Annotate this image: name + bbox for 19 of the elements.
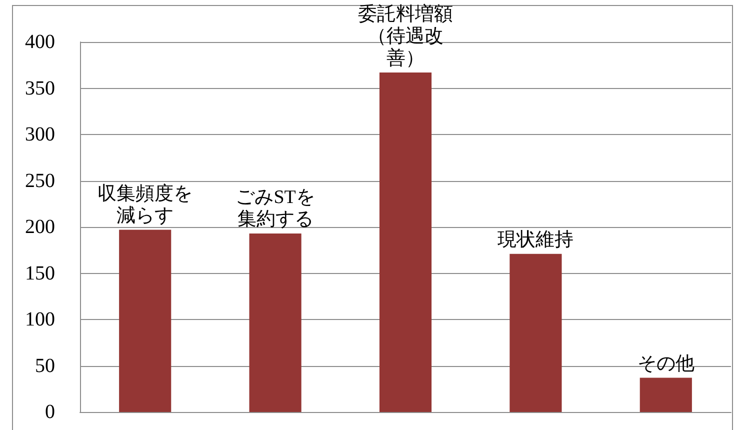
y-tick-label: 150 xyxy=(25,262,55,284)
x-tick-label: 現状維持 xyxy=(498,229,574,250)
y-tick-label: 250 xyxy=(25,170,55,192)
bar xyxy=(249,233,302,412)
y-tick-label: 200 xyxy=(25,216,55,238)
x-tick-label: その他 xyxy=(637,353,694,374)
y-tick-label: 0 xyxy=(45,401,55,423)
y-tick-label: 300 xyxy=(25,124,55,146)
y-tick-label: 100 xyxy=(25,308,55,330)
bar xyxy=(119,230,172,412)
bar xyxy=(510,254,562,412)
y-tick-label: 50 xyxy=(35,354,55,377)
bar xyxy=(640,378,692,412)
x-tick-label: ごみSTを集約する xyxy=(236,186,315,230)
x-tick-label: 委託料増額（待遇改善） xyxy=(358,3,453,70)
bar xyxy=(379,72,432,412)
y-tick-label: 400 xyxy=(25,31,55,53)
x-tick-label: 収集頻度を減らす xyxy=(98,182,193,226)
y-tick-label: 350 xyxy=(25,77,55,100)
